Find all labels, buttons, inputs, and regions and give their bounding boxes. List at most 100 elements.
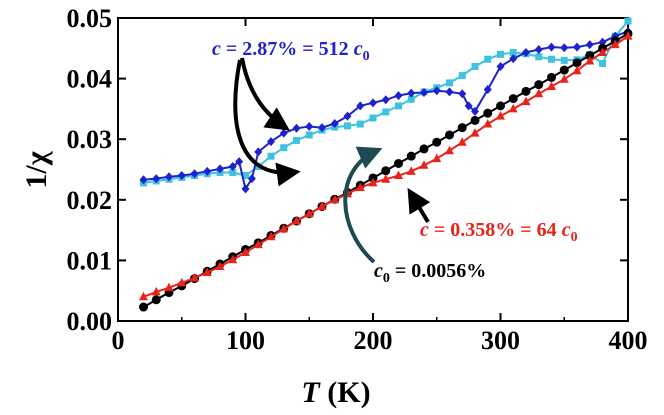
- x-tick-label: 400: [609, 326, 648, 355]
- blue-annotation-arrow-1: [240, 57, 290, 131]
- data-point: [235, 157, 244, 167]
- data-point: [190, 169, 199, 179]
- data-point: [407, 88, 416, 98]
- data-point: [344, 122, 351, 130]
- data-point: [202, 267, 212, 277]
- data-point: [483, 119, 493, 128]
- data-point: [497, 50, 504, 58]
- data-point: [330, 194, 340, 204]
- data-point: [381, 166, 391, 176]
- data-point: [623, 31, 633, 40]
- data-point: [254, 147, 263, 157]
- data-point: [484, 55, 492, 63]
- data-point: [369, 114, 377, 122]
- y-axis-label: 1/χ: [20, 150, 53, 188]
- data-point: [535, 53, 543, 61]
- data-point: [483, 85, 492, 95]
- data-point: [394, 158, 403, 168]
- data-point: [406, 151, 416, 161]
- data-point: [151, 286, 161, 296]
- data-point: [585, 56, 595, 65]
- data-point: [343, 111, 352, 121]
- series-1: [139, 31, 633, 301]
- data-point: [585, 51, 595, 61]
- data-point: [458, 89, 467, 99]
- data-point: [457, 137, 467, 146]
- data-point: [139, 302, 148, 312]
- data-point: [624, 17, 632, 25]
- data-point: [559, 65, 569, 75]
- data-point: [457, 123, 467, 133]
- data-point: [496, 101, 505, 111]
- black-series-label: c0 = 0.0056%: [374, 260, 486, 286]
- data-point: [445, 87, 454, 97]
- data-point: [292, 123, 301, 133]
- data-point: [279, 223, 289, 233]
- data-point: [432, 86, 441, 96]
- data-point: [432, 153, 442, 163]
- data-point: [445, 130, 454, 140]
- data-point: [369, 98, 377, 108]
- data-point: [241, 184, 250, 194]
- x-tick-label: 100: [226, 326, 265, 355]
- data-point: [355, 182, 365, 192]
- data-point: [446, 79, 453, 87]
- data-point: [279, 128, 288, 138]
- data-point: [165, 172, 173, 182]
- data-point: [420, 88, 428, 98]
- data-point: [509, 54, 518, 64]
- data-point: [139, 175, 148, 185]
- data-point: [381, 95, 390, 105]
- data-point: [407, 95, 415, 103]
- data-point: [215, 261, 225, 270]
- data-point: [177, 171, 186, 181]
- data-point: [266, 231, 276, 241]
- data-point: [521, 86, 531, 96]
- data-point: [394, 170, 403, 180]
- data-point: [203, 166, 212, 176]
- data-point: [304, 208, 314, 218]
- y-tick-label: 0.05: [67, 4, 113, 33]
- data-point: [445, 145, 454, 155]
- data-point: [419, 160, 429, 169]
- data-point: [572, 58, 582, 68]
- data-point: [547, 72, 556, 82]
- data-point: [508, 94, 518, 104]
- data-point: [356, 120, 364, 128]
- data-point: [547, 42, 556, 52]
- x-tick-label: 300: [481, 326, 520, 355]
- data-point: [470, 115, 480, 125]
- y-tick-label: 0.04: [67, 65, 113, 94]
- data-point: [253, 239, 263, 249]
- data-point: [560, 43, 569, 53]
- black-annotation-arrow: [343, 146, 383, 264]
- y-tick-label: 0.03: [67, 125, 113, 154]
- data-point: [471, 106, 479, 116]
- data-point: [547, 81, 556, 90]
- data-point: [318, 123, 326, 133]
- data-point: [305, 121, 314, 131]
- y-tick-label: 0.01: [67, 246, 113, 275]
- data-point: [190, 272, 199, 282]
- data-point: [572, 65, 582, 75]
- blue-annotation-arrow-2: [233, 59, 301, 187]
- data-point: [151, 295, 161, 305]
- data-point: [242, 172, 249, 180]
- data-point: [152, 174, 161, 184]
- x-tick-label: 0: [112, 326, 125, 355]
- data-point: [458, 72, 466, 80]
- data-point: [585, 40, 594, 50]
- red-series-label: c = 0.358% = 64 c0: [420, 219, 578, 245]
- data-point: [317, 201, 327, 210]
- y-tick-label: 0.00: [67, 307, 113, 336]
- data-point: [559, 74, 569, 83]
- data-point: [483, 108, 493, 118]
- data-point: [419, 144, 429, 154]
- x-tick-label: 200: [354, 326, 393, 355]
- series-layer: [139, 17, 633, 312]
- data-point: [522, 48, 530, 58]
- data-point: [534, 80, 544, 90]
- data-point: [560, 56, 568, 64]
- data-point: [395, 102, 402, 110]
